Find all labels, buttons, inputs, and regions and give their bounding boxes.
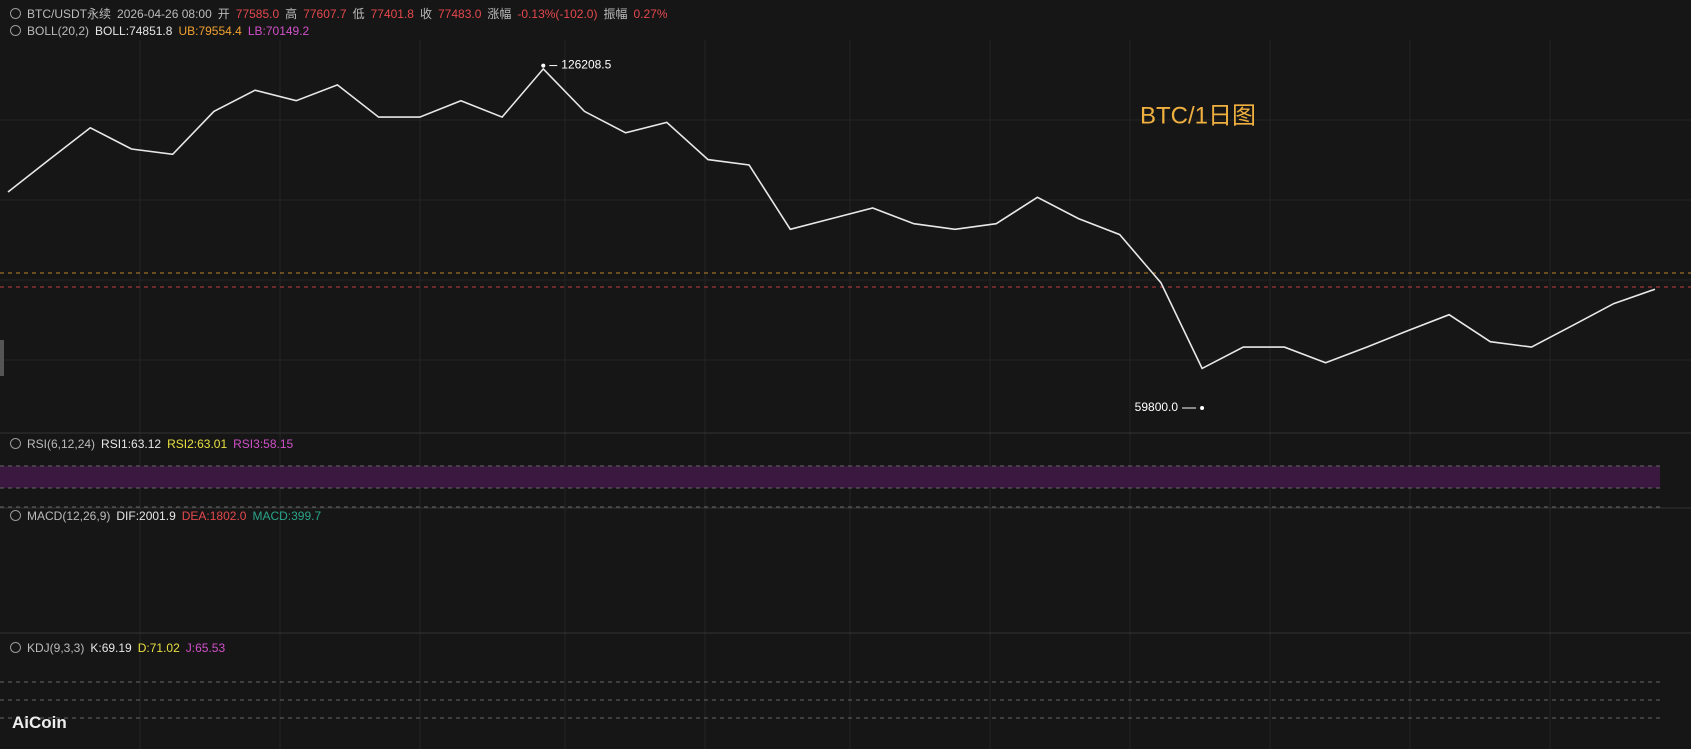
value: 77401.8 (370, 7, 414, 21)
price-line (7, 67, 1656, 370)
value: LB:70149.2 (247, 24, 310, 38)
panel-dividers (0, 432, 1691, 634)
extreme-marker (1200, 406, 1205, 411)
logo: AiCoin (12, 713, 67, 732)
indicator-levels (0, 465, 1660, 719)
value: 77483.0 (438, 7, 482, 21)
label: 收 (419, 7, 432, 21)
value: DEA:1802.0 (181, 509, 247, 523)
value: RSI3:58.15 (233, 437, 294, 451)
label: 低 (352, 7, 365, 21)
time: 2026-04-26 08:00 (117, 7, 212, 21)
value: UB:79554.4 (178, 24, 242, 38)
ohlc-header: BTC/USDT永续 2026-04-26 08:00 开 77585.0 高 77607… (10, 5, 674, 22)
indicator-name: KDJ(9,3,3) (27, 641, 85, 655)
extreme-marker (541, 63, 546, 68)
indicator-name: BOLL(20,2) (27, 24, 90, 38)
annotation-label: 126208.5 (561, 58, 611, 72)
value: J:65.53 (185, 641, 226, 655)
value: D:71.02 (137, 641, 180, 655)
indicator-name: MACD(12,26,9) (27, 509, 111, 523)
value: 0.27% (633, 7, 668, 21)
side-handle (0, 340, 4, 376)
value: K:69.19 (90, 641, 132, 655)
value: RSI1:63.12 (101, 437, 162, 451)
label: 振幅 (603, 7, 628, 21)
value: DIF:2001.9 (116, 509, 176, 523)
macd-header: MACD(12,26,9) DIF:2001.9 DEA:1802.0 MACD:39… (10, 509, 327, 523)
value: BOLL:74851.8 (95, 24, 173, 38)
value: -0.13%(-102.0) (517, 7, 598, 21)
indicator-name: RSI(6,12,24) (27, 437, 96, 451)
annotation-label: 59800.0 (1135, 400, 1179, 414)
label: 高 (285, 7, 298, 21)
value: 77607.7 (303, 7, 347, 21)
boll-header: BOLL(20,2) BOLL:74851.8 UB:79554.4 LB:70149… (10, 24, 315, 38)
rsi-header: RSI(6,12,24) RSI1:63.12 RSI2:63.01 RSI3:58.… (10, 437, 299, 451)
kdj-header: KDJ(9,3,3) K:69.19 D:71.02 J:65.53 (10, 641, 231, 655)
label: 涨幅 (487, 7, 512, 21)
symbol: BTC/USDT永续 (27, 7, 112, 21)
value: MACD:399.7 (252, 509, 322, 523)
value: RSI2:63.01 (167, 437, 228, 451)
rsi-band (0, 466, 1660, 488)
grid (0, 40, 1691, 749)
chart-title: BTC/1日图 (1140, 102, 1256, 129)
label: 开 (217, 7, 230, 21)
value: 77585.0 (235, 7, 280, 21)
